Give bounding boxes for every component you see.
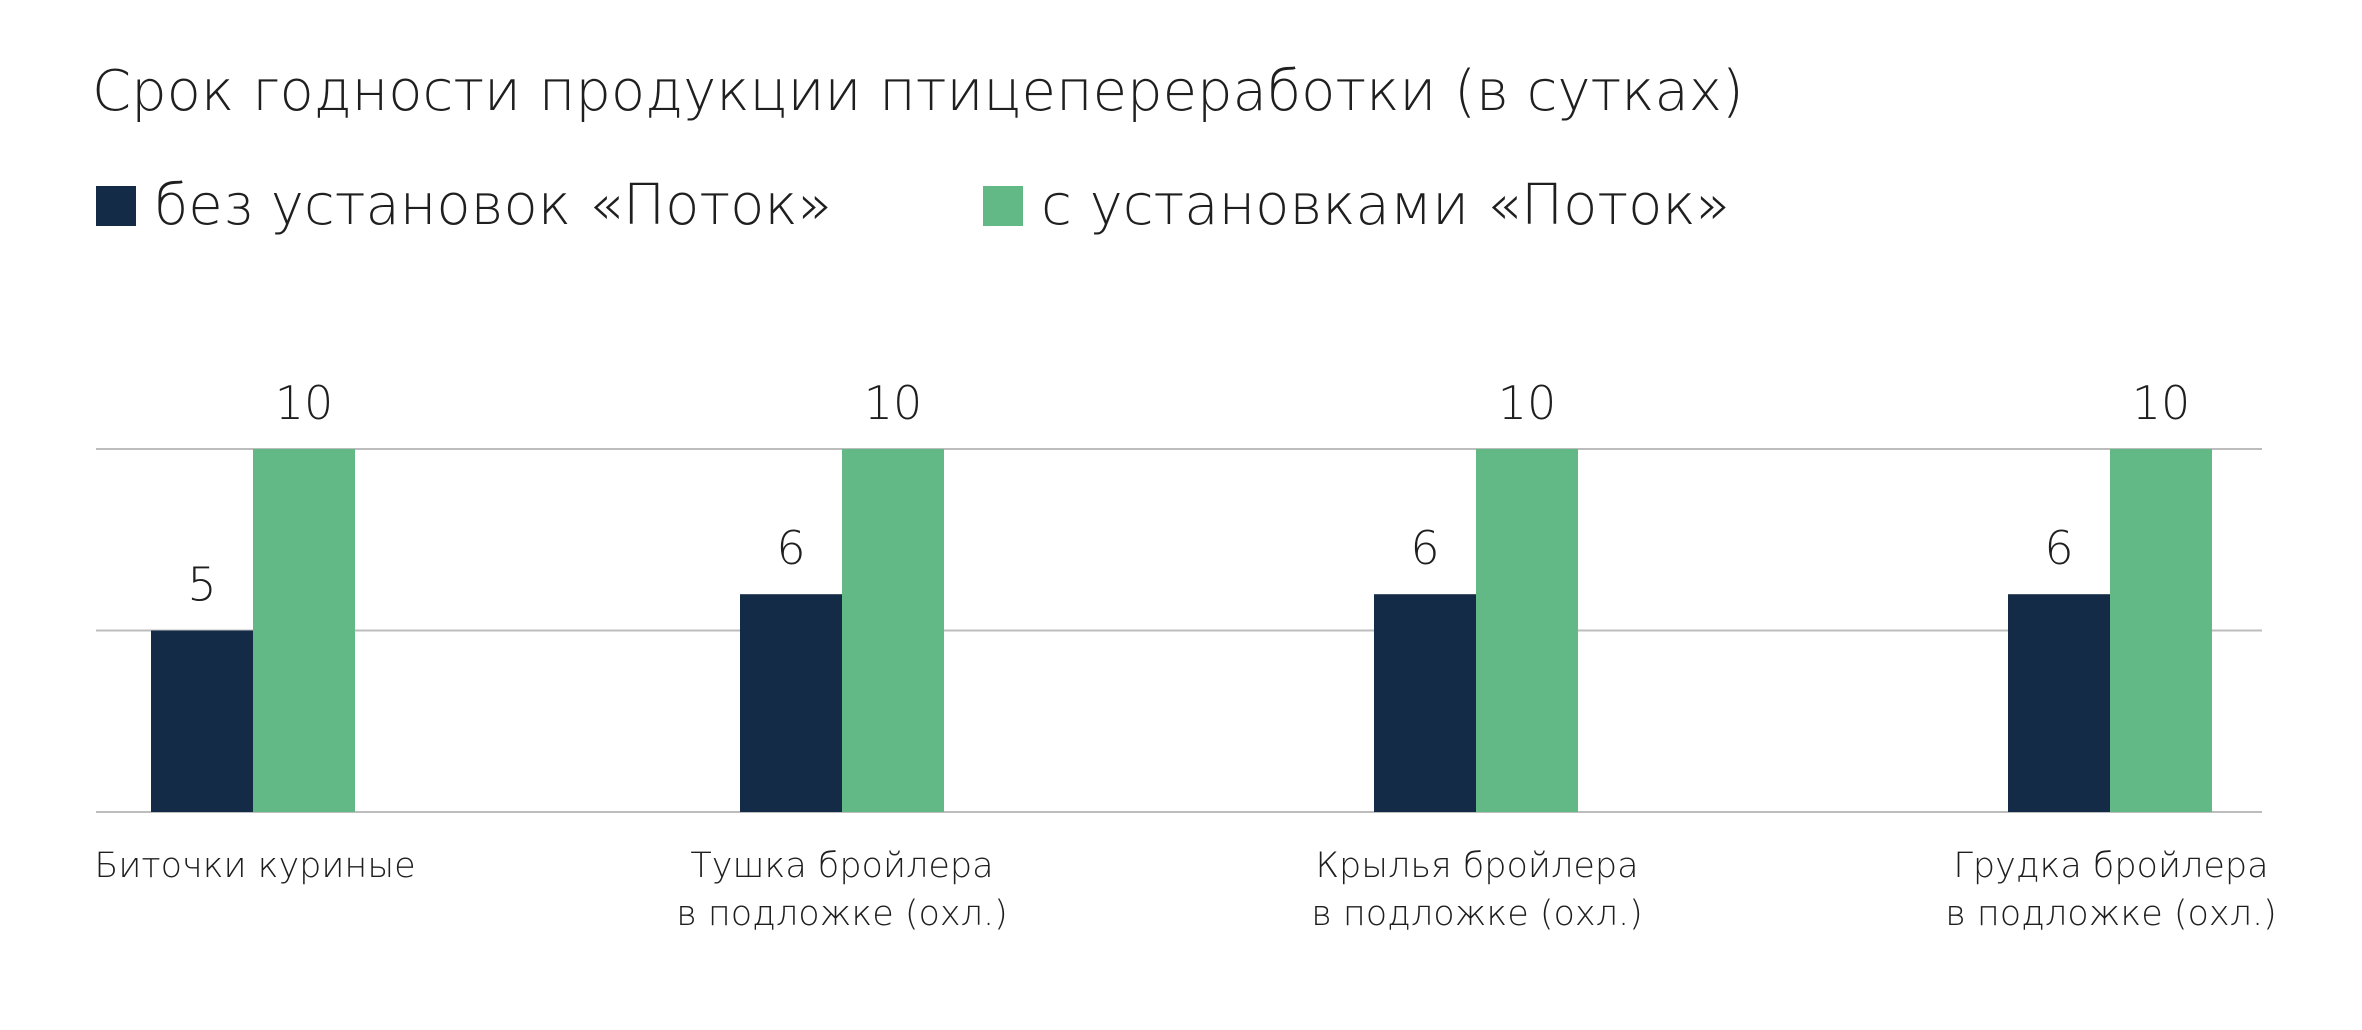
bar-value-label: 10 bbox=[2132, 376, 2191, 430]
legend-item-without: без установок «Поток» bbox=[96, 170, 832, 242]
x-tick-label: Тушка бройлера в подложке (охл.) bbox=[642, 842, 1042, 938]
legend-swatch-without bbox=[96, 186, 136, 226]
x-tick-label-line: в подложке (охл.) bbox=[1945, 894, 2277, 934]
x-tick-label: Крылья бройлера в подложке (охл.) bbox=[1277, 842, 1677, 938]
bar-value-label: 10 bbox=[1498, 376, 1557, 430]
bar-value-label: 5 bbox=[187, 558, 216, 612]
legend-swatch-with bbox=[983, 186, 1023, 226]
bar-without-3 bbox=[2008, 594, 2110, 812]
bar-without-1 bbox=[740, 594, 842, 812]
bar-value-label: 6 bbox=[1410, 521, 1439, 575]
bar-without-0 bbox=[151, 630, 253, 812]
legend-item-with: с установками «Поток» bbox=[983, 170, 1730, 242]
bar-value-label: 6 bbox=[2044, 521, 2073, 575]
x-tick-label-line: в подложке (охл.) bbox=[676, 894, 1008, 934]
bar-without-2 bbox=[1374, 594, 1476, 812]
bar-value-label: 10 bbox=[275, 376, 334, 430]
x-tick-label-line: Грудка бройлера bbox=[1953, 846, 2269, 886]
x-tick-label-line: Крылья бройлера bbox=[1315, 846, 1639, 886]
x-tick-label-line: Биточки куриные bbox=[94, 846, 416, 886]
bar-with-2 bbox=[1476, 449, 1578, 812]
bar-with-3 bbox=[2110, 449, 2212, 812]
x-tick-label-line: Тушка бройлера bbox=[690, 846, 994, 886]
bar-value-label: 10 bbox=[864, 376, 923, 430]
x-tick-label: Биточки куриные bbox=[55, 842, 455, 890]
bar-with-1 bbox=[842, 449, 944, 812]
bar-with-0 bbox=[253, 449, 355, 812]
x-tick-label-line: в подложке (охл.) bbox=[1311, 894, 1643, 934]
legend-label-with: с установками «Поток» bbox=[1041, 173, 1730, 238]
x-tick-label: Грудка бройлера в подложке (охл.) bbox=[1911, 842, 2311, 938]
bar-value-label: 6 bbox=[776, 521, 805, 575]
chart-title: Срок годности продукции птицепереработки… bbox=[92, 59, 1744, 124]
legend-label-without: без установок «Поток» bbox=[154, 173, 832, 238]
